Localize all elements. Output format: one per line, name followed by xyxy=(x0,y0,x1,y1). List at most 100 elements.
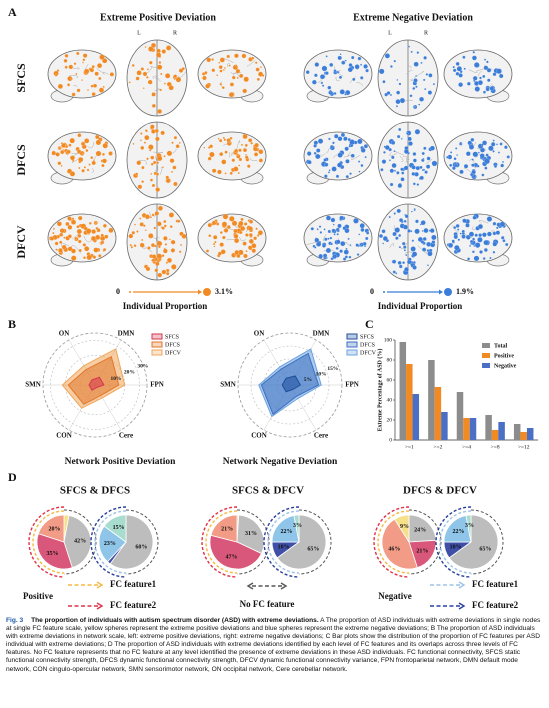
node-dot xyxy=(459,169,464,175)
node-dot xyxy=(222,213,229,220)
scale-max: 3.1% xyxy=(215,287,233,296)
pie-slice xyxy=(236,514,265,555)
node-dot xyxy=(501,160,505,163)
legend-label: Negative xyxy=(494,363,517,369)
node-dot xyxy=(345,247,348,250)
node-dot xyxy=(318,253,323,259)
node-dot xyxy=(251,56,255,60)
node-dot xyxy=(344,93,347,96)
node-dot xyxy=(157,109,163,114)
node-dot xyxy=(133,244,137,248)
node-dot xyxy=(132,142,135,145)
node-dot xyxy=(91,92,96,97)
sulcus xyxy=(249,157,258,162)
node-dot xyxy=(395,105,399,108)
node-dot xyxy=(490,142,496,147)
node-dot xyxy=(337,223,342,229)
node-dot xyxy=(173,77,176,80)
node-dot xyxy=(486,231,492,237)
node-dot xyxy=(335,246,339,250)
node-dot xyxy=(148,46,154,52)
node-dot xyxy=(462,218,467,223)
node-dot xyxy=(63,236,66,239)
node-dot xyxy=(156,221,162,227)
legend-group-label: Positive xyxy=(23,591,53,601)
node-dot xyxy=(82,58,86,62)
pie-slice xyxy=(63,515,92,569)
node-dot xyxy=(333,233,336,236)
node-dot xyxy=(424,170,428,174)
node-dot xyxy=(395,99,401,105)
node-dot xyxy=(228,140,232,144)
node-dot xyxy=(363,64,368,69)
node-dot xyxy=(419,175,424,180)
scale-arrow xyxy=(439,289,443,295)
pie-slice xyxy=(465,514,472,543)
node-dot xyxy=(221,221,228,227)
node-dot xyxy=(314,237,320,243)
slice-label: 10% xyxy=(278,544,290,550)
node-dot xyxy=(170,239,176,245)
node-dot xyxy=(500,163,505,168)
node-dot xyxy=(217,137,220,140)
node-dot xyxy=(423,146,427,150)
node-dot xyxy=(365,68,369,73)
node-dot xyxy=(345,159,350,164)
node-dot xyxy=(257,230,263,236)
node-dot xyxy=(347,138,351,142)
node-dot xyxy=(222,235,226,240)
scale-arrow xyxy=(198,289,202,295)
node-dot xyxy=(181,67,185,71)
node-dot xyxy=(158,61,162,64)
node-dot xyxy=(219,69,223,73)
sulcus xyxy=(389,243,395,248)
node-dot xyxy=(163,220,167,224)
node-dot xyxy=(102,223,107,228)
sulcus xyxy=(96,68,105,75)
node-dot xyxy=(99,54,105,60)
node-dot xyxy=(338,75,343,79)
node-dot xyxy=(81,169,85,173)
node-dot xyxy=(431,240,436,244)
node-dot xyxy=(144,129,148,132)
node-dot xyxy=(402,224,408,230)
node-dot xyxy=(223,66,226,69)
node-dot xyxy=(489,256,492,260)
node-dot xyxy=(420,240,425,244)
panel-label: A xyxy=(8,5,17,19)
ring-arc xyxy=(263,506,300,578)
node-dot xyxy=(159,88,162,92)
node-dot xyxy=(250,141,253,145)
node-dot xyxy=(86,168,90,172)
node-dot xyxy=(392,231,397,237)
node-dot xyxy=(151,42,157,48)
node-dot xyxy=(209,144,213,149)
hemisphere-label: R xyxy=(173,30,177,36)
caption-title: The proportion of individuals with autis… xyxy=(31,617,319,624)
node-dot xyxy=(235,68,241,74)
node-dot xyxy=(160,130,165,136)
sulcus xyxy=(83,235,92,243)
node-dot xyxy=(171,264,177,270)
chart-title: Network Negative Deviation xyxy=(223,457,338,467)
node-dot xyxy=(328,137,331,141)
x-tick-label: >=2 xyxy=(433,444,442,450)
node-dot xyxy=(412,158,417,163)
node-dot xyxy=(332,141,335,145)
node-dot xyxy=(407,229,411,233)
node-dot xyxy=(108,151,113,156)
node-dot xyxy=(145,266,151,272)
sulcus xyxy=(231,152,233,156)
node-dot xyxy=(144,214,150,220)
sulcus xyxy=(155,155,158,162)
node-dot xyxy=(455,61,460,66)
sulcus xyxy=(154,165,159,172)
node-dot xyxy=(87,89,90,92)
node-dot xyxy=(58,147,61,150)
node-dot xyxy=(75,72,78,76)
node-dot xyxy=(466,81,471,86)
node-dot xyxy=(100,233,104,237)
node-dot xyxy=(452,65,455,69)
node-dot xyxy=(360,227,365,232)
sulcus xyxy=(325,147,330,154)
